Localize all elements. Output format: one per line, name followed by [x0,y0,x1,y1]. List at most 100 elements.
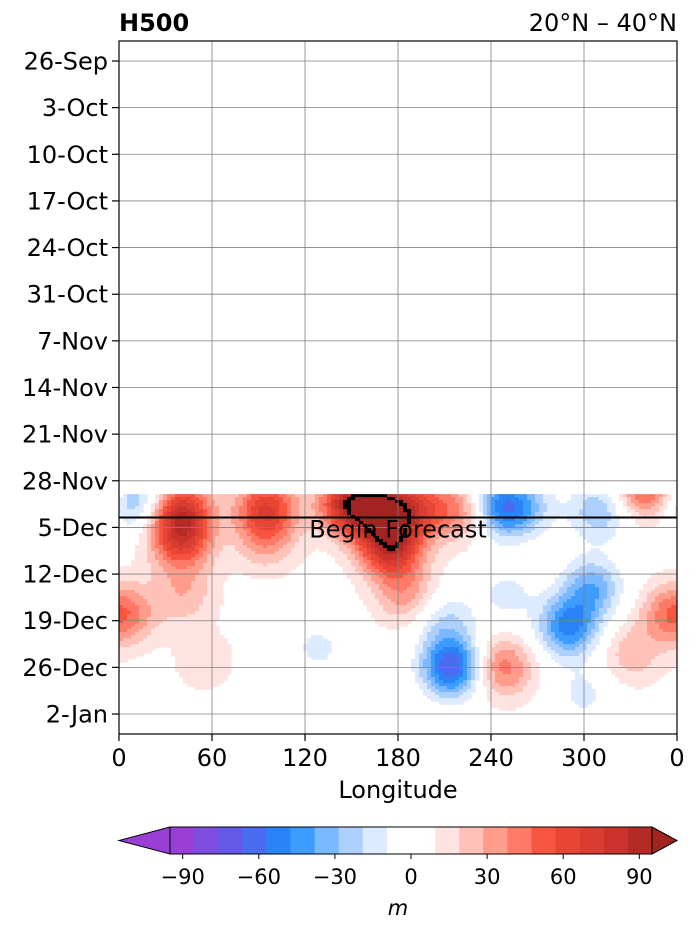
contour-cell [471,533,476,537]
contour-cell [363,509,368,513]
contour-cell [151,566,156,570]
contour-cell [579,638,584,642]
contour-cell [387,497,392,501]
contour-cell [171,569,176,573]
contour-cell [135,509,140,513]
contour-cell [575,623,580,627]
contour-cell [131,614,136,618]
contour-cell [447,653,452,657]
contour-cell [235,512,240,516]
contour-cell [215,581,220,585]
contour-cell [195,533,200,537]
contour-cell [195,554,200,558]
contour-cell [595,608,600,612]
contour-cell [467,632,472,636]
contour-cell [271,542,276,546]
contour-cell [147,647,152,651]
contour-cell [591,527,596,531]
contour-cell [263,497,268,501]
contour-cell [287,554,292,558]
contour-cell [435,497,440,501]
contour-cell [387,602,392,606]
contour-cell [175,512,180,516]
contour-cell [207,551,212,555]
contour-cell [383,521,388,525]
contour-cell [251,497,256,501]
contour-cell [135,644,140,648]
contour-cell [547,626,552,630]
contour-cell [643,638,648,642]
contour-cell [391,503,396,507]
contour-cell [639,494,644,498]
contour-cell [295,563,300,567]
contour-cell [571,578,576,582]
contour-cell [231,557,236,561]
contour-cell [667,581,672,585]
contour-cell [495,596,500,600]
contour-cell [611,503,616,507]
contour-cell [327,533,332,537]
contour-cell [295,494,300,498]
contour-cell [667,497,672,501]
contour-cell [355,527,360,531]
contour-cell [339,560,344,564]
contour-cell [415,584,420,588]
contour-cell [511,590,516,594]
contour-cell [411,548,416,552]
contour-cell [591,647,596,651]
contour-cell [439,566,444,570]
contour-cell [243,551,248,555]
contour-cell [203,638,208,642]
contour-cell [367,566,372,570]
contour-cell [359,533,364,537]
contour-cell [175,536,180,540]
contour-cell [635,629,640,633]
contour-cell [539,635,544,639]
contour-cell [299,494,304,498]
contour-cell [243,566,248,570]
contour-cell [623,644,628,648]
contour-cell [611,584,616,588]
contour-cell [439,500,444,504]
contour-cell [491,638,496,642]
contour-cell [159,629,164,633]
contour-cell [375,620,380,624]
contour-cell [443,551,448,555]
contour-cell [387,509,392,513]
contour-cell [211,575,216,579]
contour-cell [563,635,568,639]
contour-cell [347,575,352,579]
contour-cell [611,608,616,612]
contour-cell [495,641,500,645]
contour-cell [343,569,348,573]
contour-cell [423,494,428,498]
contour-cell [639,512,644,516]
contour-cell [215,602,220,606]
contour-cell [387,521,392,525]
contour-cell [651,494,656,498]
contour-cell [187,644,192,648]
contour-cell [579,512,584,516]
contour-cell [379,620,384,624]
contour-cell [359,575,364,579]
contour-cell [611,518,616,522]
contour-cell [535,509,540,513]
contour-cell [403,533,408,537]
contour-cell [323,530,328,534]
contour-cell [235,527,240,531]
contour-cell [579,644,584,648]
contour-cell [239,500,244,504]
contour-cell [407,590,412,594]
contour-cell [463,494,468,498]
contour-cell [207,509,212,513]
contour-cell [427,584,432,588]
contour-cell [535,533,540,537]
contour-cell [127,518,132,522]
contour-cell [399,569,404,573]
contour-cell [435,626,440,630]
contour-cell [195,536,200,540]
contour-cell [299,497,304,501]
contour-cell [583,599,588,603]
contour-cell [623,623,628,627]
contour-cell [215,599,220,603]
